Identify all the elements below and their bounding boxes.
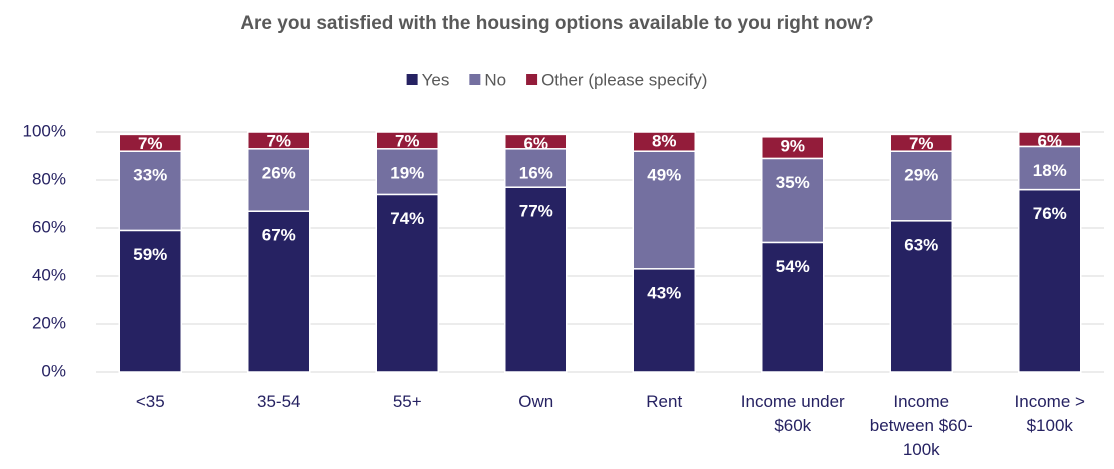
x-tick-label: <35 [135,392,165,411]
bar-segment [889,150,953,222]
data-label: 29% [904,166,938,185]
data-label: 43% [647,283,681,302]
chart-title: Are you satisfied with the housing optio… [240,13,873,34]
bar-segment [761,136,825,160]
data-label: 6% [523,134,548,153]
data-label: 67% [262,226,296,245]
bar-segment [375,131,439,150]
y-tick-label: 60% [32,217,66,236]
legend-swatch [526,74,538,85]
data-label: 7% [266,131,291,150]
bar-segment [118,150,182,232]
bar-segment [504,148,568,188]
bar-segment [632,268,696,373]
data-label: 54% [776,257,810,276]
data-label: 76% [1033,204,1067,223]
data-label: 74% [390,209,424,228]
y-tick-label: 40% [32,265,66,284]
data-label: 7% [138,134,163,153]
x-tick-label: Income under $60k [740,392,845,435]
data-label: 33% [133,166,167,185]
legend-label: Other (please specify) [541,70,707,89]
legend-swatch [469,74,481,85]
y-tick-label: 0% [41,361,66,380]
bar-segment [761,241,825,373]
bar-segment [247,210,311,373]
data-label: 59% [133,245,167,264]
bar-segment [889,220,953,373]
data-label: 19% [390,163,424,182]
bar-segment [247,131,311,150]
bar-segment [1018,131,1082,148]
bar-segment [632,150,696,270]
bar-segment [504,186,568,373]
bar-segment [118,133,182,152]
bar-segment [1018,188,1082,373]
data-label: 9% [780,136,805,155]
x-tick-label: Own [518,392,554,411]
legend-swatch [406,74,418,85]
bar-segment [632,131,696,152]
data-label: 8% [652,131,677,150]
y-tick-label: 20% [32,313,66,332]
x-tick-label: 55+ [392,392,422,411]
y-tick-label: 80% [32,169,66,188]
x-tick-label: Income between $60-100k [869,392,973,459]
bar-segment [889,133,953,152]
bar-segment [1018,145,1082,191]
data-label: 49% [647,166,681,185]
legend-label: Yes [422,70,450,89]
data-label: 26% [262,163,296,182]
x-tick-label: Income > $100k [1014,392,1085,435]
x-tick-label: Rent [646,392,683,411]
bar-segment [375,193,439,373]
data-label: 7% [395,131,420,150]
bar-segment [761,157,825,244]
bar-segment [504,133,568,150]
data-label: 35% [776,173,810,192]
bar-segment [375,148,439,196]
data-label: 6% [1037,131,1062,150]
data-label: 7% [909,134,934,153]
data-label: 77% [519,202,553,221]
data-label: 16% [519,163,553,182]
y-tick-label: 100% [23,121,66,140]
legend-label: No [484,70,506,89]
data-label: 18% [1033,161,1067,180]
bar-segment [247,148,311,212]
data-label: 63% [904,235,938,254]
x-tick-label: 35-54 [257,392,301,411]
